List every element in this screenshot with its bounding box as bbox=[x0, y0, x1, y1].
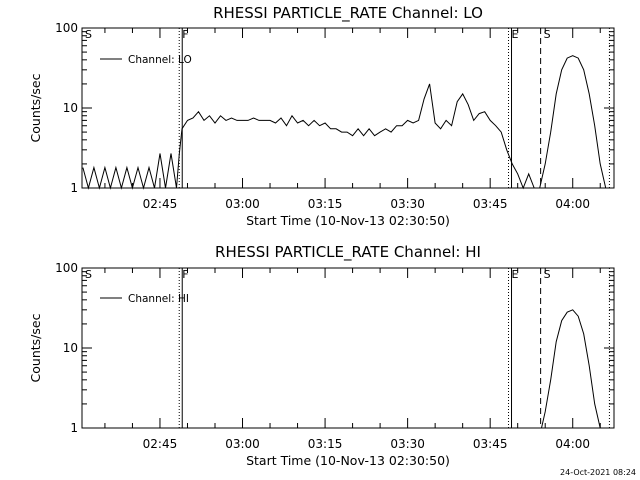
marker-label: S bbox=[544, 28, 551, 41]
x-tick-label: 03:15 bbox=[308, 197, 343, 211]
panel-hi: RHESSI PARTICLE_RATE Channel: HI 1 10 100 Co… bbox=[28, 243, 615, 468]
legend-entry: Channel: HI bbox=[128, 293, 189, 305]
x-axis-label: Start Time (10-Nov-13 02:30:50) bbox=[246, 453, 450, 468]
marker-label: S bbox=[85, 28, 92, 41]
marker-label: E bbox=[512, 268, 519, 281]
marker-label: E bbox=[512, 28, 519, 41]
y-tick-label: 10 bbox=[63, 101, 78, 115]
x-tick-label: 03:30 bbox=[390, 197, 425, 211]
legend-entry: Channel: LO bbox=[128, 54, 192, 66]
y-tick-label: 10 bbox=[63, 341, 78, 355]
marker-label: F bbox=[182, 28, 188, 41]
x-tick-label: 03:00 bbox=[225, 437, 260, 451]
panel-lo: RHESSI PARTICLE_RATE Channel: LO 1 10 100 Co… bbox=[28, 4, 615, 228]
x-tick-label: 03:30 bbox=[390, 437, 425, 451]
y-tick-label: 1 bbox=[70, 181, 78, 195]
x-tick-label: 03:15 bbox=[308, 437, 343, 451]
x-axis-label: Start Time (10-Nov-13 02:30:50) bbox=[246, 213, 450, 228]
y-tick-label: 1 bbox=[70, 421, 78, 435]
series-line bbox=[82, 55, 609, 190]
y-axis-label: Counts/sec bbox=[28, 313, 43, 382]
x-tick-label: 03:00 bbox=[225, 197, 260, 211]
x-tick-label: 04:00 bbox=[555, 437, 590, 451]
marker-label: F bbox=[182, 268, 188, 281]
chart-title: RHESSI PARTICLE_RATE Channel: LO bbox=[213, 4, 483, 23]
series-line bbox=[541, 309, 601, 429]
x-tick-label: 03:45 bbox=[473, 437, 508, 451]
x-tick-label: 04:00 bbox=[555, 197, 590, 211]
x-tick-label: 03:45 bbox=[473, 197, 508, 211]
marker-label: S bbox=[85, 268, 92, 281]
y-tick-label: 100 bbox=[55, 21, 78, 35]
timestamp: 24-Oct-2021 08:24 bbox=[560, 468, 636, 477]
x-tick-label: 02:45 bbox=[143, 437, 178, 451]
y-axis-label: Counts/sec bbox=[28, 73, 43, 142]
plot-frame bbox=[81, 267, 615, 429]
y-tick-label: 100 bbox=[55, 261, 78, 275]
marker-label: S bbox=[544, 268, 551, 281]
x-tick-label: 02:45 bbox=[143, 197, 178, 211]
chart-title: RHESSI PARTICLE_RATE Channel: HI bbox=[215, 243, 481, 262]
